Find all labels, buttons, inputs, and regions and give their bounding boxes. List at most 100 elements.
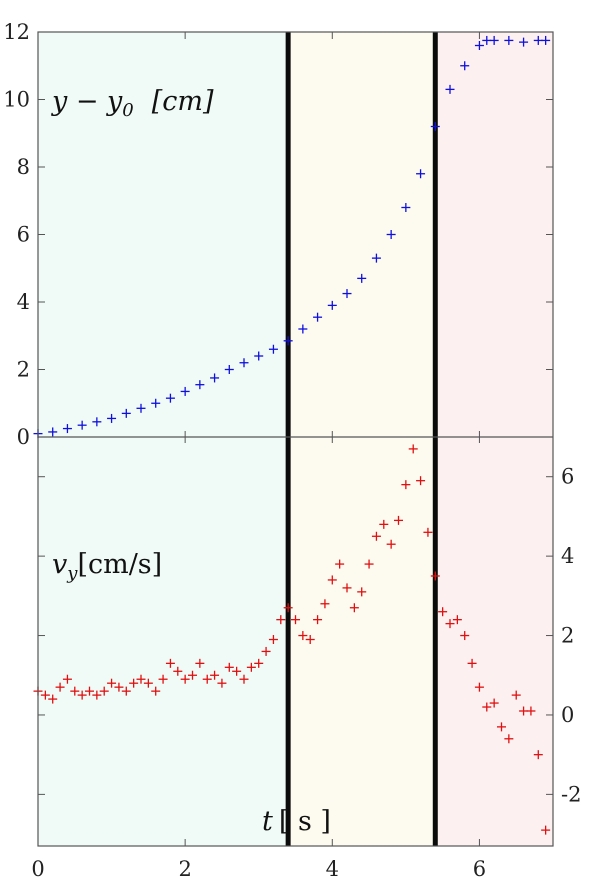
x-tick-label: 4 [326,857,339,881]
top-data-point [416,169,426,179]
top-data-point [254,351,264,361]
top-data-point [541,35,551,45]
bottom-data-point [276,615,286,625]
bottom-panel-points [33,444,551,835]
bottom-data-point [107,678,117,688]
bottom-data-point [129,678,139,688]
top-data-point [474,41,484,50]
top-y-tick-label: 8 [17,155,30,179]
bottom-data-point [371,531,381,541]
top-data-point [386,230,396,239]
top-y-tick-label: 0 [17,425,30,449]
bottom-data-point [202,674,212,684]
top-y-tick-label: 12 [3,20,30,44]
bottom-data-point [210,670,220,680]
bottom-data-point [48,694,58,704]
bottom-data-point [313,615,323,625]
bottom-data-point [55,682,65,692]
top-y-tick-label: 4 [17,290,30,314]
top-data-point [445,84,455,94]
top-data-point [77,420,87,430]
bottom-data-point [474,682,484,692]
bottom-data-point [357,587,367,597]
top-data-point [371,253,381,263]
x-tick-label: 2 [178,857,191,881]
bottom-data-point [62,674,72,684]
bottom-data-point [467,658,477,668]
bottom-data-point [504,734,514,744]
bottom-data-point [342,583,352,593]
bottom-y-tick-label: 0 [561,703,574,727]
x-tick-label: 0 [31,857,44,881]
top-y-tick-label: 2 [17,358,30,382]
bottom-data-point [85,686,94,696]
bottom-data-point [136,674,146,684]
bottom-data-point [489,698,499,708]
top-data-point [239,358,249,368]
bottom-data-point [239,674,249,684]
bottom-y-tick-label: -2 [561,782,581,806]
top-data-point [430,122,440,131]
bottom-data-point [364,559,374,569]
bottom-data-point [408,444,418,454]
bottom-data-point [121,686,131,696]
bottom-data-point [92,690,102,700]
x-tick-label: 6 [473,857,486,881]
bottom-data-point [460,631,470,641]
bottom-data-point [268,635,278,645]
top-data-point [327,300,337,310]
top-data-point [342,289,352,299]
bottom-data-point [320,599,330,609]
bottom-data-point [298,631,308,641]
bottom-data-point [482,702,492,712]
region-3 [435,32,553,846]
bottom-data-point [394,515,403,525]
top-data-point [107,413,117,423]
top-data-point [401,203,411,212]
bottom-data-point [114,682,124,692]
top-panel-points [33,35,551,439]
top-data-point [195,380,205,390]
bottom-data-point [452,615,462,625]
bottom-data-point [173,666,183,676]
top-data-point [224,365,234,374]
region-2 [288,32,436,846]
bottom-data-point [143,678,153,688]
top-data-point [283,336,293,346]
bottom-data-point [430,571,440,581]
bottom-data-point [305,635,315,645]
top-data-point [210,373,220,383]
top-data-point [48,427,58,437]
bottom-data-point [335,559,345,569]
bottom-data-point [165,658,175,668]
bottom-data-point [188,670,197,680]
bottom-y-tick-label: 4 [561,544,574,568]
background-regions [38,32,553,846]
top-y-tick-label: 6 [17,223,30,247]
bottom-panel-label: vy[cm/s] [52,549,162,584]
bottom-y-tick-label: 2 [561,624,574,648]
bottom-data-point [283,603,293,613]
bottom-data-point [40,690,50,700]
top-data-point [165,393,175,403]
bottom-data-point [217,678,227,688]
bottom-data-point [195,658,205,668]
bottom-data-point [379,519,389,529]
bottom-y-tick-label: 6 [561,465,574,489]
bottom-data-point [327,575,337,585]
top-data-point [460,61,470,71]
event-lines [285,32,438,846]
bottom-data-point [445,619,455,629]
bottom-data-point [232,666,242,676]
top-y-tick-label: 10 [3,88,30,112]
bottom-data-point [246,662,256,672]
top-data-point [357,273,367,283]
bottom-data-point [416,476,426,486]
top-data-point [180,386,190,396]
top-data-point [151,398,161,408]
bottom-data-point [254,658,264,668]
bottom-data-point [401,480,411,490]
bottom-data-point [180,674,190,684]
bottom-data-point [99,686,109,696]
